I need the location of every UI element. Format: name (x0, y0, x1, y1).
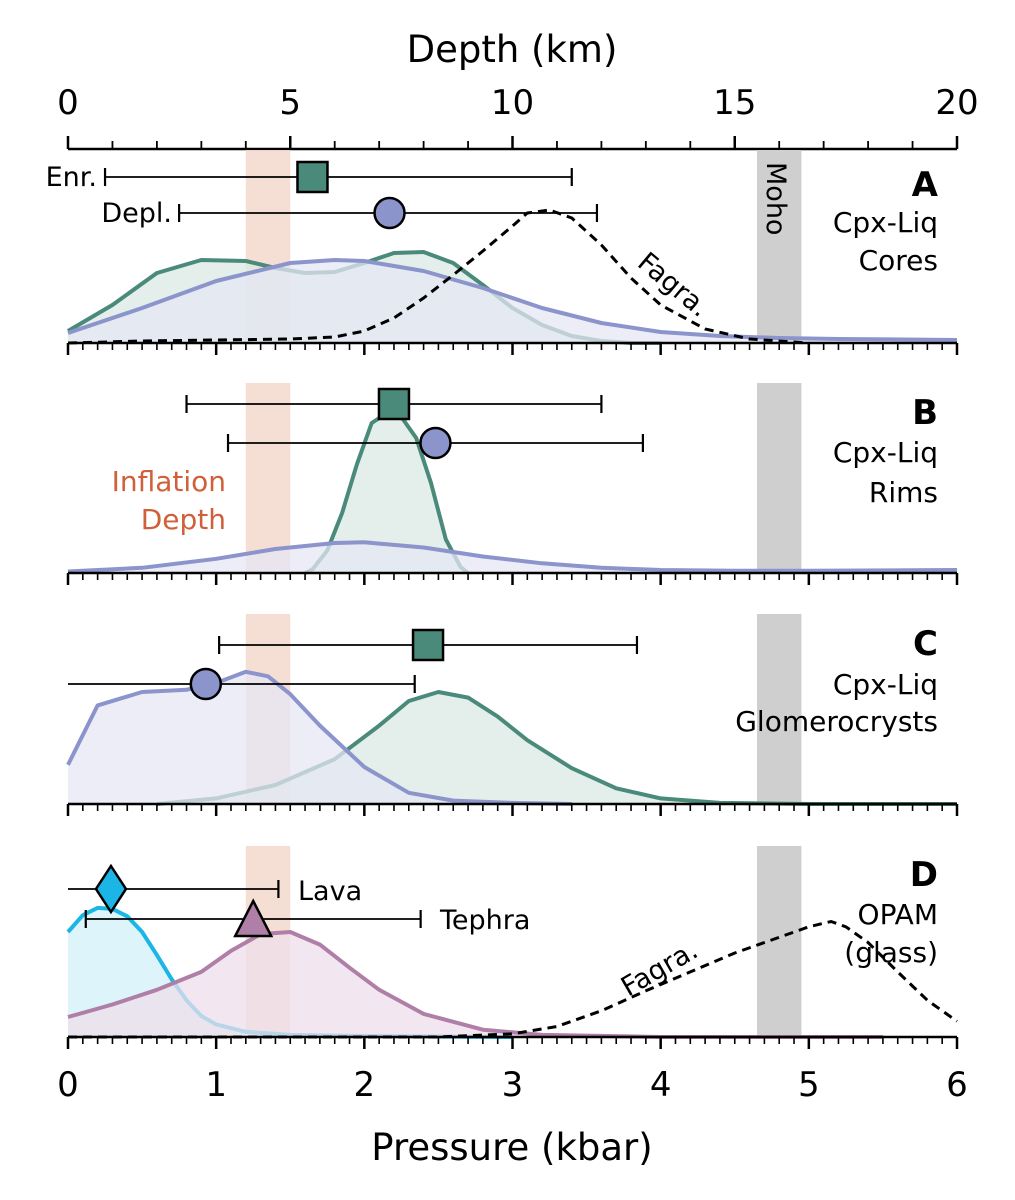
top-tick-label: 5 (279, 83, 301, 123)
tephra-label: Tephra (439, 905, 530, 936)
bottom-tick-label: 4 (650, 1065, 672, 1105)
panel-letter-d: D (910, 855, 938, 895)
panel-c-title-line1: Cpx-Liq (833, 668, 938, 701)
panel-B-text: B Cpx-Liq Rims Inflation Depth (112, 393, 938, 536)
panel-letter-b: B (912, 393, 938, 433)
enriched-density-fill (305, 413, 469, 573)
depleted-density-fill (68, 260, 957, 343)
depleted-density-fill (68, 542, 957, 573)
bottom-tick-label: 2 (353, 1065, 375, 1105)
top-tick-label: 15 (713, 83, 756, 123)
panel-a-title-line2: Cores (859, 244, 938, 277)
top-tick-label: 20 (935, 83, 978, 123)
bottom-tick-label: 3 (502, 1065, 524, 1105)
triangle-marker (233, 898, 274, 938)
moho-label: Moho (760, 162, 791, 235)
enriched-label: Enr. (46, 162, 97, 193)
panel-b (66, 383, 959, 585)
moho-band (756, 150, 802, 343)
moho-band (756, 614, 802, 804)
top-tick-label: 0 (57, 83, 79, 123)
depleted-density-fill (68, 671, 572, 804)
bottom-tick-label: 1 (205, 1065, 227, 1105)
panels (66, 150, 959, 1049)
top-axis: Depth (km) 0 5 10 15 20 (57, 28, 979, 151)
fagra-dashed-curve (67, 208, 809, 345)
tephra-density-fill (68, 932, 883, 1037)
panel-d-title-line2: (glass) (844, 936, 938, 969)
panel-b-title-line2: Rims (869, 476, 938, 509)
diamond-marker (94, 863, 128, 915)
depleted-density-line (67, 258, 958, 342)
panel-C-text: C Cpx-Liq Glomerocrysts (735, 624, 938, 738)
panel-c-title-line2: Glomerocrysts (735, 705, 938, 738)
square-marker (296, 160, 329, 194)
circle-marker (419, 426, 452, 460)
panel-letter-a: A (912, 165, 939, 205)
bottom-tick-label: 6 (946, 1065, 968, 1105)
panel-d (66, 846, 959, 1049)
panel-c (66, 614, 959, 816)
circle-marker (373, 196, 406, 230)
fagra-label-d: Fagra. (616, 935, 703, 1003)
panel-a-title-line1: Cpx-Liq (833, 206, 938, 239)
depleted-density-line (67, 540, 958, 574)
panel-d-title-line1: OPAM (858, 898, 938, 931)
top-axis-title: Depth (km) (407, 28, 618, 71)
top-axis-ticks (66, 136, 959, 149)
bottom-axis-title: Pressure (kbar) (371, 1126, 652, 1169)
panel-b-title-line1: Cpx-Liq (833, 436, 938, 469)
panel-D-text: D OPAM (glass) Lava Tephra Fagra. (298, 855, 938, 1003)
panel-letter-c: C (913, 624, 938, 664)
depleted-density-line (66, 669, 572, 806)
moho-band (756, 383, 802, 573)
panel-a (66, 150, 959, 355)
fagra-label-a: Fagra. (632, 247, 715, 324)
bottom-tick-label: 0 (57, 1065, 79, 1105)
top-tick-label: 10 (491, 83, 534, 123)
inflation-label-line2: Depth (141, 503, 226, 536)
bottom-tick-label: 5 (798, 1065, 820, 1105)
depleted-label: Depl. (101, 198, 172, 229)
bottom-axis: 0 1 2 3 4 5 6 Pressure (kbar) (57, 1065, 968, 1169)
lava-label: Lava (298, 876, 362, 907)
circle-marker (189, 667, 223, 701)
square-marker (377, 387, 411, 421)
square-marker (411, 628, 445, 662)
fagra-dashed-curve (68, 919, 958, 1039)
inflation-depth-band (245, 383, 291, 573)
inflation-label-line1: Inflation (112, 465, 226, 498)
